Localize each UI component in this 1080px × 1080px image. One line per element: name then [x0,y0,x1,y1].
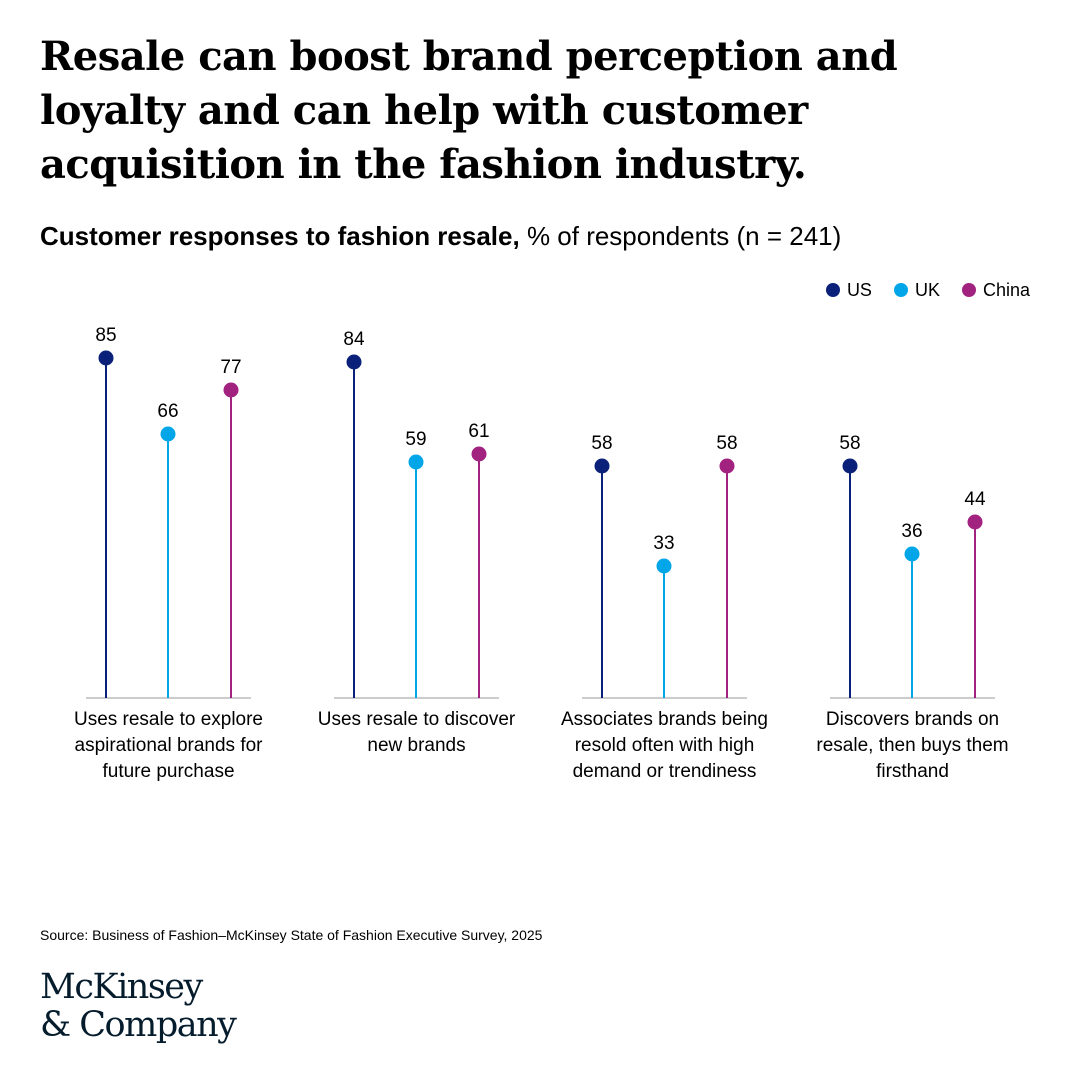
logo-line-2: & Company [40,1005,237,1045]
value-label-uk: 66 [157,401,178,422]
value-label-uk: 59 [405,429,426,450]
chart-subtitle: Customer responses to fashion resale, % … [40,219,841,253]
category-label: Uses resale to discover new brands [317,709,516,756]
subtitle-regular: % of respondents (n = 241) [519,221,842,251]
category-label: Associates brands being resold often wit… [560,709,768,782]
lollipop-chart: 85 66 77 84 59 61 58 33 58 58 36 44 [86,325,995,699]
legend-label-uk: UK [914,280,940,300]
legend-dot-us [825,283,840,297]
data-point-china [471,446,487,462]
data-point-uk [160,426,176,442]
value-label-china: 61 [468,421,489,442]
data-point-us [594,458,610,474]
data-point-us [98,350,114,366]
data-point-us [842,458,858,474]
data-point-us [346,354,362,370]
value-label-us: 58 [591,433,612,454]
legend-label-us: US [846,280,872,300]
value-label-china: 58 [716,433,737,454]
data-point-china [223,382,239,398]
legend-item-uk: UK [893,278,940,302]
value-label-uk: 33 [653,533,674,554]
legend-dot-uk [893,283,908,297]
legend-label-china: China [982,280,1030,300]
data-point-china [967,514,983,530]
mckinsey-logo: McKinsey & Company [40,968,340,1044]
data-point-china [719,458,735,474]
legend-dot-china [961,283,976,297]
data-point-uk [656,558,672,574]
source-note: Source: Business of Fashion–McKinsey Sta… [40,927,543,943]
data-point-uk [904,546,920,562]
value-label-china: 44 [964,489,986,510]
value-label-china: 77 [220,357,241,378]
category-label: Uses resale to explore aspirational bran… [73,709,264,782]
category-label: Discovers brands on resale, then buys th… [816,709,1009,782]
logo-line-1: McKinsey [40,967,203,1007]
legend-item-us: US [825,278,872,302]
value-label-us: 84 [343,329,365,350]
data-point-uk [408,454,424,470]
subtitle-bold: Customer responses to fashion resale, [40,221,520,251]
value-label-us: 58 [839,433,860,454]
value-label-uk: 36 [901,521,922,542]
legend-item-china: China [961,278,1030,302]
chart-headline: Resale can boost brand perception and lo… [40,33,898,188]
value-label-us: 85 [95,325,116,346]
chart-legend: US UK China [825,278,1030,302]
